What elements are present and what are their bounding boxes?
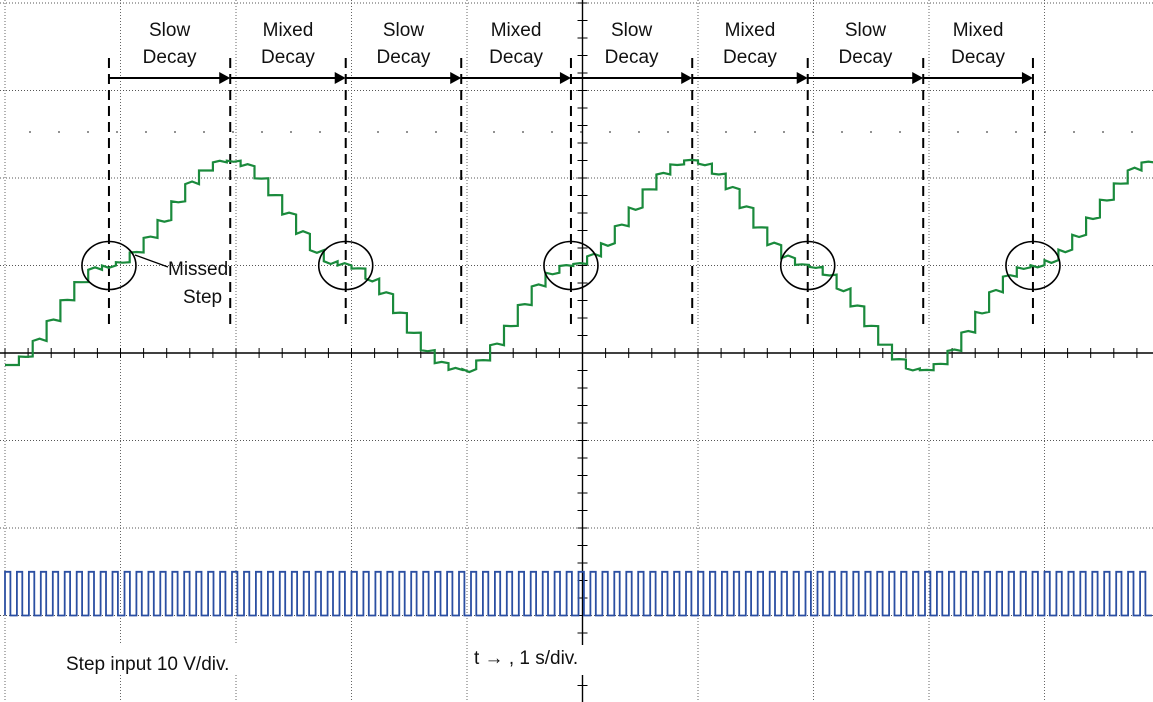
phase-arrowhead [559,72,571,84]
phase-arrows [108,72,1033,84]
phase-label-line2: Decay [951,47,1005,68]
grid-dot [899,131,901,133]
grid-dot [493,131,495,133]
grid-dot [261,131,263,133]
phase-arrowhead [681,72,693,84]
phase-arrowhead [450,72,462,84]
grid-dot [638,131,640,133]
label-background-mid [470,645,630,675]
grid-dot [290,131,292,133]
grid-dot [1131,131,1133,133]
grid-dot [203,131,205,133]
phase-label-line2: Decay [261,47,315,68]
current-trace [5,158,1153,374]
grid-dot [145,131,147,133]
grid-dot [957,131,959,133]
grid-dot [29,131,31,133]
phase-arrowhead [912,72,924,84]
grid-dot [1044,131,1046,133]
phase-label-line1: Mixed [491,20,542,41]
missed-step-circles [81,240,1061,291]
grid-dot [783,131,785,133]
annotation-leader [134,254,169,268]
grid-dot [986,131,988,133]
grid-dot [522,131,524,133]
grid-dot [551,131,553,133]
grid-dot [696,131,698,133]
phase-label-line1: Mixed [953,20,1004,41]
phase-labels: Slow Decay Mixed Decay Slow Decay Mixed Decay Sl… [143,20,1006,68]
grid-dot [754,131,756,133]
x-scale-label: t → , 1 s/div. [474,648,578,669]
grid-dot [87,131,89,133]
missed-step-circle [317,240,374,291]
grid-dot [232,131,234,133]
phase-label-line1: Slow [845,20,886,41]
phase-label-line2: Decay [377,47,431,68]
annotation-line2: Step [183,287,222,308]
phase-arrowhead [219,72,231,84]
grid-dot [464,131,466,133]
phase-label-line1: Slow [149,20,190,41]
grid-dot [841,131,843,133]
grid-dot [725,131,727,133]
phase-label-line1: Mixed [263,20,314,41]
grid-dot [609,131,611,133]
phase-label-line2: Decay [489,47,543,68]
grid-dot [174,131,176,133]
label-background-left [55,645,295,675]
phase-label-line1: Slow [611,20,652,41]
grid-dot [870,131,872,133]
missed-step-annotation: Missed Step [134,254,228,308]
y-scale-label: Step input 10 V/div. [66,654,229,675]
grid-dot [406,131,408,133]
phase-arrowhead [796,72,808,84]
phase-boundary-lines [107,58,1034,330]
phase-label-line1: Mixed [725,20,776,41]
phase-label-line2: Decay [723,47,777,68]
phase-arrowhead [1021,72,1033,84]
phase-label-line2: Decay [143,47,197,68]
phase-label-line2: Decay [839,47,893,68]
grid-dot [1015,131,1017,133]
grid-dot [435,131,437,133]
grid-dot [319,131,321,133]
phase-label-line1: Slow [383,20,424,41]
annotation-line1: Missed [168,259,228,280]
missed-step-circle [779,240,836,291]
phase-arrowhead [334,72,346,84]
grid-dot [116,131,118,133]
grid-dot [1102,131,1104,133]
grid-dot [812,131,814,133]
missed-step-circle [543,240,599,291]
grid-dot [348,131,350,133]
grid-dot [580,131,582,133]
step-input-trace [4,570,1152,617]
phase-label-line2: Decay [605,47,659,68]
grid-dot [58,131,60,133]
grid-dot [667,131,669,133]
missed-step-circle [81,240,137,291]
grid-dot [928,131,930,133]
grid-dot [1073,131,1075,133]
grid-dot [377,131,379,133]
missed-step-circle [1005,240,1061,291]
